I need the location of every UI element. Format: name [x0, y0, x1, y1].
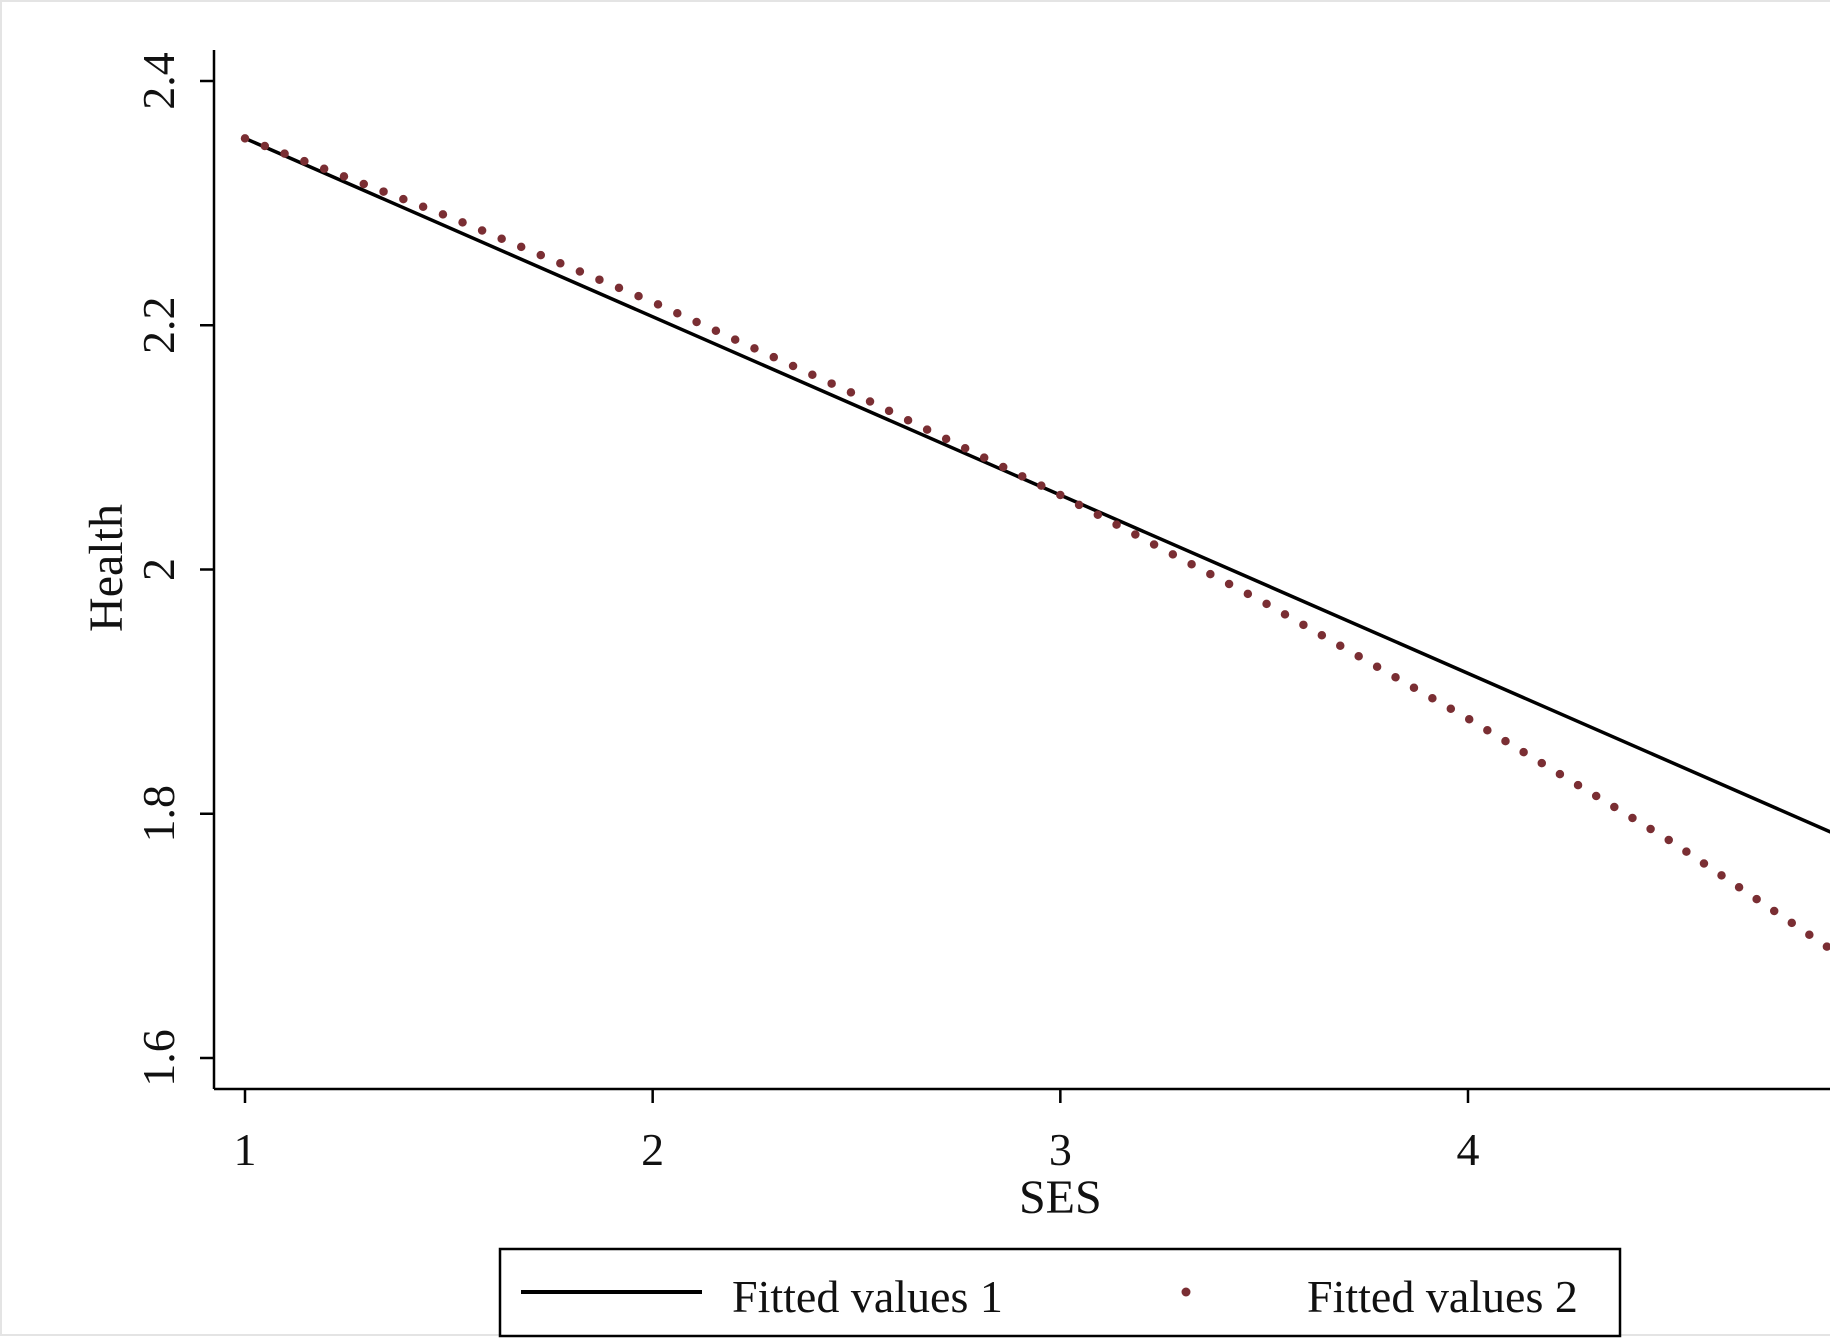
x-axis-title: SES	[1019, 1171, 1102, 1224]
y-tick-label-1.6: 1.6	[133, 1029, 184, 1087]
x-tick-label-4: 4	[1457, 1124, 1480, 1175]
series-2-dotted-line	[240, 134, 1830, 954]
x-tick-label-2: 2	[641, 1124, 664, 1175]
x-axis-ticks: 1 2 3 4	[234, 1089, 1480, 1175]
legend: Fitted values 1 Fitted values 2	[498, 1247, 1622, 1338]
y-tick-label-2.2: 2.2	[133, 297, 184, 355]
y-axis-ticks: 1.6 1.8 2 2.2 2.4	[133, 52, 214, 1087]
legend-key-dot	[1181, 1287, 1191, 1297]
axes	[212, 50, 1830, 1091]
legend-label-series-1: Fitted values 1	[732, 1271, 1003, 1322]
y-tick-label-2.4: 2.4	[133, 52, 184, 110]
x-tick-label-1: 1	[234, 1124, 257, 1175]
y-axis-title: Health	[80, 504, 133, 632]
y-tick-label-2: 2	[133, 558, 184, 581]
plot-series	[240, 134, 1830, 954]
legend-label-series-2: Fitted values 2	[1307, 1271, 1578, 1322]
x-tick-label-3: 3	[1049, 1124, 1072, 1175]
y-tick-label-1.8: 1.8	[133, 785, 184, 843]
